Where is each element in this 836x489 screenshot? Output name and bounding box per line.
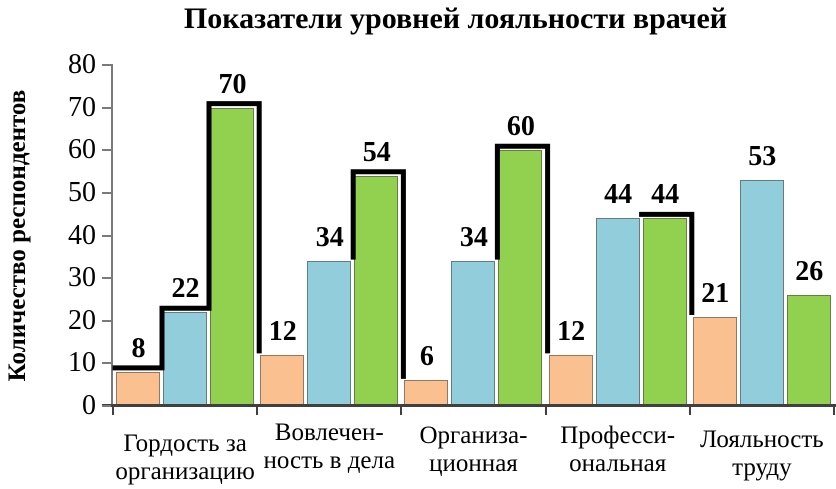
bar-green-4 — [786, 295, 831, 406]
x-tick-mark — [544, 407, 547, 415]
category-label-4: Лояльность труду — [700, 426, 824, 481]
bar-value-label: 44 — [604, 179, 633, 211]
bar-blue-0 — [163, 312, 207, 406]
y-tick-label: 50 — [68, 176, 96, 208]
y-tick-label: 30 — [68, 262, 96, 294]
bar-value-label: 53 — [748, 141, 777, 173]
y-tick-label: 0 — [82, 390, 96, 421]
bar-green-1 — [354, 175, 399, 406]
y-tick-label: 10 — [68, 347, 96, 379]
category-label-2: Организа- ционная — [419, 422, 528, 477]
frontier-step-line — [112, 101, 695, 379]
category-label-3: Професси- ональная — [560, 422, 676, 477]
y-tick-mark — [102, 191, 111, 194]
bar-value-label: 6 — [419, 341, 434, 373]
bar-value-label: 34 — [459, 222, 488, 254]
chart-title: Показатели уровней лояльности врачей — [183, 2, 728, 35]
bar-value-label: 54 — [362, 136, 391, 168]
category-label-0: Гордость за организацию — [115, 430, 255, 485]
bar-green-3 — [642, 218, 687, 406]
y-tick-mark — [102, 234, 111, 237]
y-tick-mark — [102, 405, 111, 407]
x-tick-mark — [256, 407, 259, 415]
bar-orange-4 — [692, 316, 737, 406]
bar-blue-1 — [307, 261, 352, 406]
bar-green-0 — [210, 107, 254, 406]
x-tick-mark — [833, 407, 835, 415]
x-tick-mark — [400, 407, 403, 415]
bar-value-label: 44 — [651, 179, 680, 211]
category-label-1: Вовлечен- ность в дела — [263, 419, 396, 474]
x-tick-mark — [688, 407, 691, 415]
y-tick-mark — [102, 106, 111, 109]
bar-value-label: 34 — [315, 222, 344, 254]
bar-orange-3 — [548, 354, 593, 406]
y-tick-label: 40 — [68, 219, 96, 251]
bar-value-label: 70 — [218, 68, 247, 100]
y-tick-mark — [102, 277, 111, 280]
bar-blue-4 — [739, 180, 784, 406]
plot-area: 8 12 6 12 21 22 34 34 44 53 70 54 60 44 26 — [112, 65, 834, 406]
bar-green-2 — [498, 150, 543, 406]
y-tick-mark — [102, 362, 111, 365]
bar-value-label: 12 — [268, 315, 297, 347]
bar-value-label: 26 — [795, 256, 824, 288]
y-axis-line — [111, 64, 113, 406]
x-axis-line — [102, 404, 836, 407]
y-tick-mark — [102, 319, 111, 322]
y-tick-label: 70 — [68, 91, 96, 123]
bar-value-label: 22 — [171, 273, 200, 305]
x-tick-mark — [112, 407, 114, 415]
bar-blue-2 — [451, 261, 496, 406]
y-tick-label: 80 — [68, 49, 96, 80]
bar-value-label: 21 — [701, 277, 730, 309]
y-tick-mark — [102, 149, 111, 152]
y-tick-mark — [102, 64, 111, 66]
bar-value-label: 60 — [506, 111, 535, 143]
y-tick-label: 60 — [68, 134, 96, 166]
y-axis-title: Количество респондентов — [4, 89, 31, 382]
bar-value-label: 12 — [557, 315, 586, 347]
y-tick-label: 20 — [68, 304, 96, 336]
bar-value-label: 8 — [131, 332, 146, 364]
